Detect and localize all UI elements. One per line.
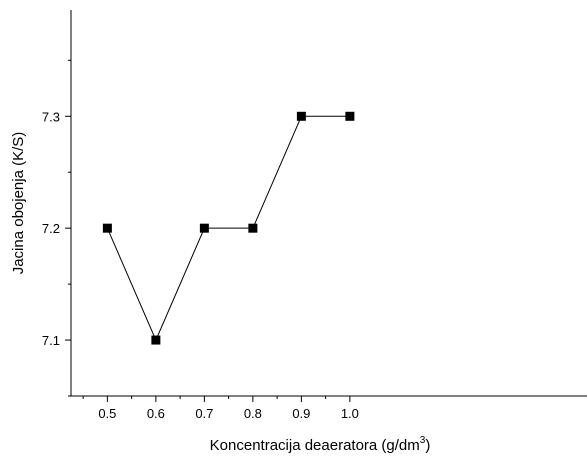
- series-line: [106, 115, 350, 342]
- x-tick-label: 0.6: [147, 406, 165, 421]
- x-tick-label: 0.8: [244, 406, 262, 421]
- x-axis-title-superscript: 3: [420, 435, 426, 446]
- y-tick-label: 7.3: [42, 109, 60, 124]
- data-point: [248, 223, 258, 233]
- x-tick-label: 1.0: [341, 406, 359, 421]
- y-tick-label: 7.1: [42, 333, 60, 348]
- x-tick-label: 0.9: [292, 406, 310, 421]
- data-point: [296, 111, 306, 121]
- x-axis-title-suffix: ): [425, 437, 430, 454]
- data-point: [345, 111, 355, 121]
- x-tick-label: 0.5: [98, 406, 116, 421]
- x-axis-title: Koncentracija deaeratora (g/dm3): [210, 435, 431, 454]
- x-tick-label: 0.7: [195, 406, 213, 421]
- y-axis-title: Jacina obojenja (K/S): [10, 132, 27, 275]
- y-axis: 7.1 7.2 7.3 Jacina obojenja (K/S): [10, 10, 72, 397]
- x-axis: 0.5 0.6 0.7 0.8 0.9 1.0 Koncentracija deaerat…: [71, 395, 587, 454]
- y-tick-label: 7.2: [42, 221, 60, 236]
- y-axis-ticks: 7.1 7.2 7.3: [42, 59, 71, 397]
- data-point: [102, 223, 112, 233]
- data-point: [151, 335, 161, 345]
- x-axis-ticks: 0.5 0.6 0.7 0.8 0.9 1.0: [82, 396, 359, 421]
- data-point: [199, 223, 209, 233]
- plot-area: [102, 111, 355, 345]
